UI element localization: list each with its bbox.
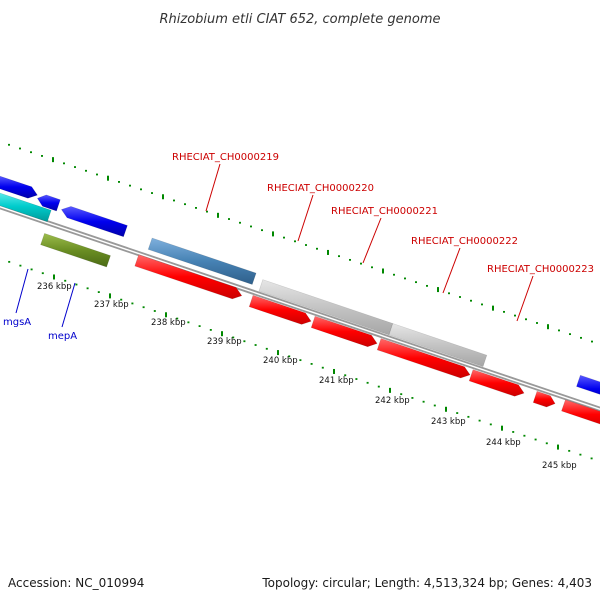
gc-skew-lower-ticks: [8, 260, 593, 460]
map-title: Rhizobium etli CIAT 652, complete genome: [160, 12, 441, 27]
tick-label: 238 kbp: [151, 318, 186, 328]
genome-summary-text: Topology: circular; Length: 4,513,324 bp…: [261, 576, 592, 590]
tick-label: 236 kbp: [37, 282, 72, 292]
gene-callouts: [15, 163, 534, 328]
olive-feature-block: [40, 233, 111, 268]
gene-label: RHECIAT_CH0000223: [487, 264, 594, 275]
steel-feature-block: [147, 237, 257, 285]
tick-label: 243 kbp: [431, 417, 466, 427]
tick-label: 240 kbp: [263, 356, 298, 366]
label-leader-line: [205, 163, 221, 212]
label-leader-line: [15, 268, 29, 314]
label-leader-line: [516, 275, 534, 322]
gene-features: [0, 175, 600, 425]
label-leader-line: [61, 282, 76, 328]
tick-label: 241 kbp: [319, 376, 354, 386]
red-gene-arrow: [376, 338, 471, 379]
red-gene-arrow: [248, 294, 312, 325]
gene-label: mgsA: [3, 317, 31, 328]
blue-gene-arrow: [0, 175, 38, 199]
red-gene-arrow: [561, 399, 600, 425]
tick-label: 245 kbp: [542, 461, 577, 471]
red-gene-arrow: [134, 254, 243, 300]
red-gene-arrow: [468, 369, 525, 397]
blue-gene-arrow: [36, 194, 61, 212]
accession-text: Accession: NC_010994: [8, 576, 144, 590]
tick-label: 244 kbp: [486, 438, 521, 448]
red-gene-arrow: [310, 315, 378, 348]
label-leader-line: [442, 247, 461, 294]
cyan-feature-block: [0, 192, 52, 223]
blue-gene-arrow: [60, 206, 128, 238]
red-gene-labels: RHECIAT_CH0000219 RHECIAT_CH0000220 RHEC…: [172, 152, 594, 275]
red-gene-arrow: [532, 390, 556, 408]
gray-feature-block: [388, 323, 488, 367]
gene-label: RHECIAT_CH0000222: [411, 236, 518, 247]
gene-label: mepA: [48, 331, 77, 342]
label-leader-line: [362, 217, 382, 264]
gene-label: RHECIAT_CH0000219: [172, 152, 279, 163]
tick-label: 242 kbp: [375, 396, 410, 406]
gene-label: RHECIAT_CH0000220: [267, 183, 374, 194]
gc-skew-upper-ticks: [8, 143, 593, 343]
tick-label: 237 kbp: [94, 300, 129, 310]
genome-backbone: [0, 204, 600, 412]
label-leader-line: [297, 194, 314, 242]
gene-label: RHECIAT_CH0000221: [331, 206, 438, 217]
blue-gene-arrow: [576, 374, 600, 395]
scale-labels: 236 kbp 237 kbp 238 kbp 239 kbp 240 kbp …: [37, 282, 577, 471]
tick-label: 239 kbp: [207, 337, 242, 347]
blue-gene-labels: mgsA mepA: [3, 317, 77, 342]
